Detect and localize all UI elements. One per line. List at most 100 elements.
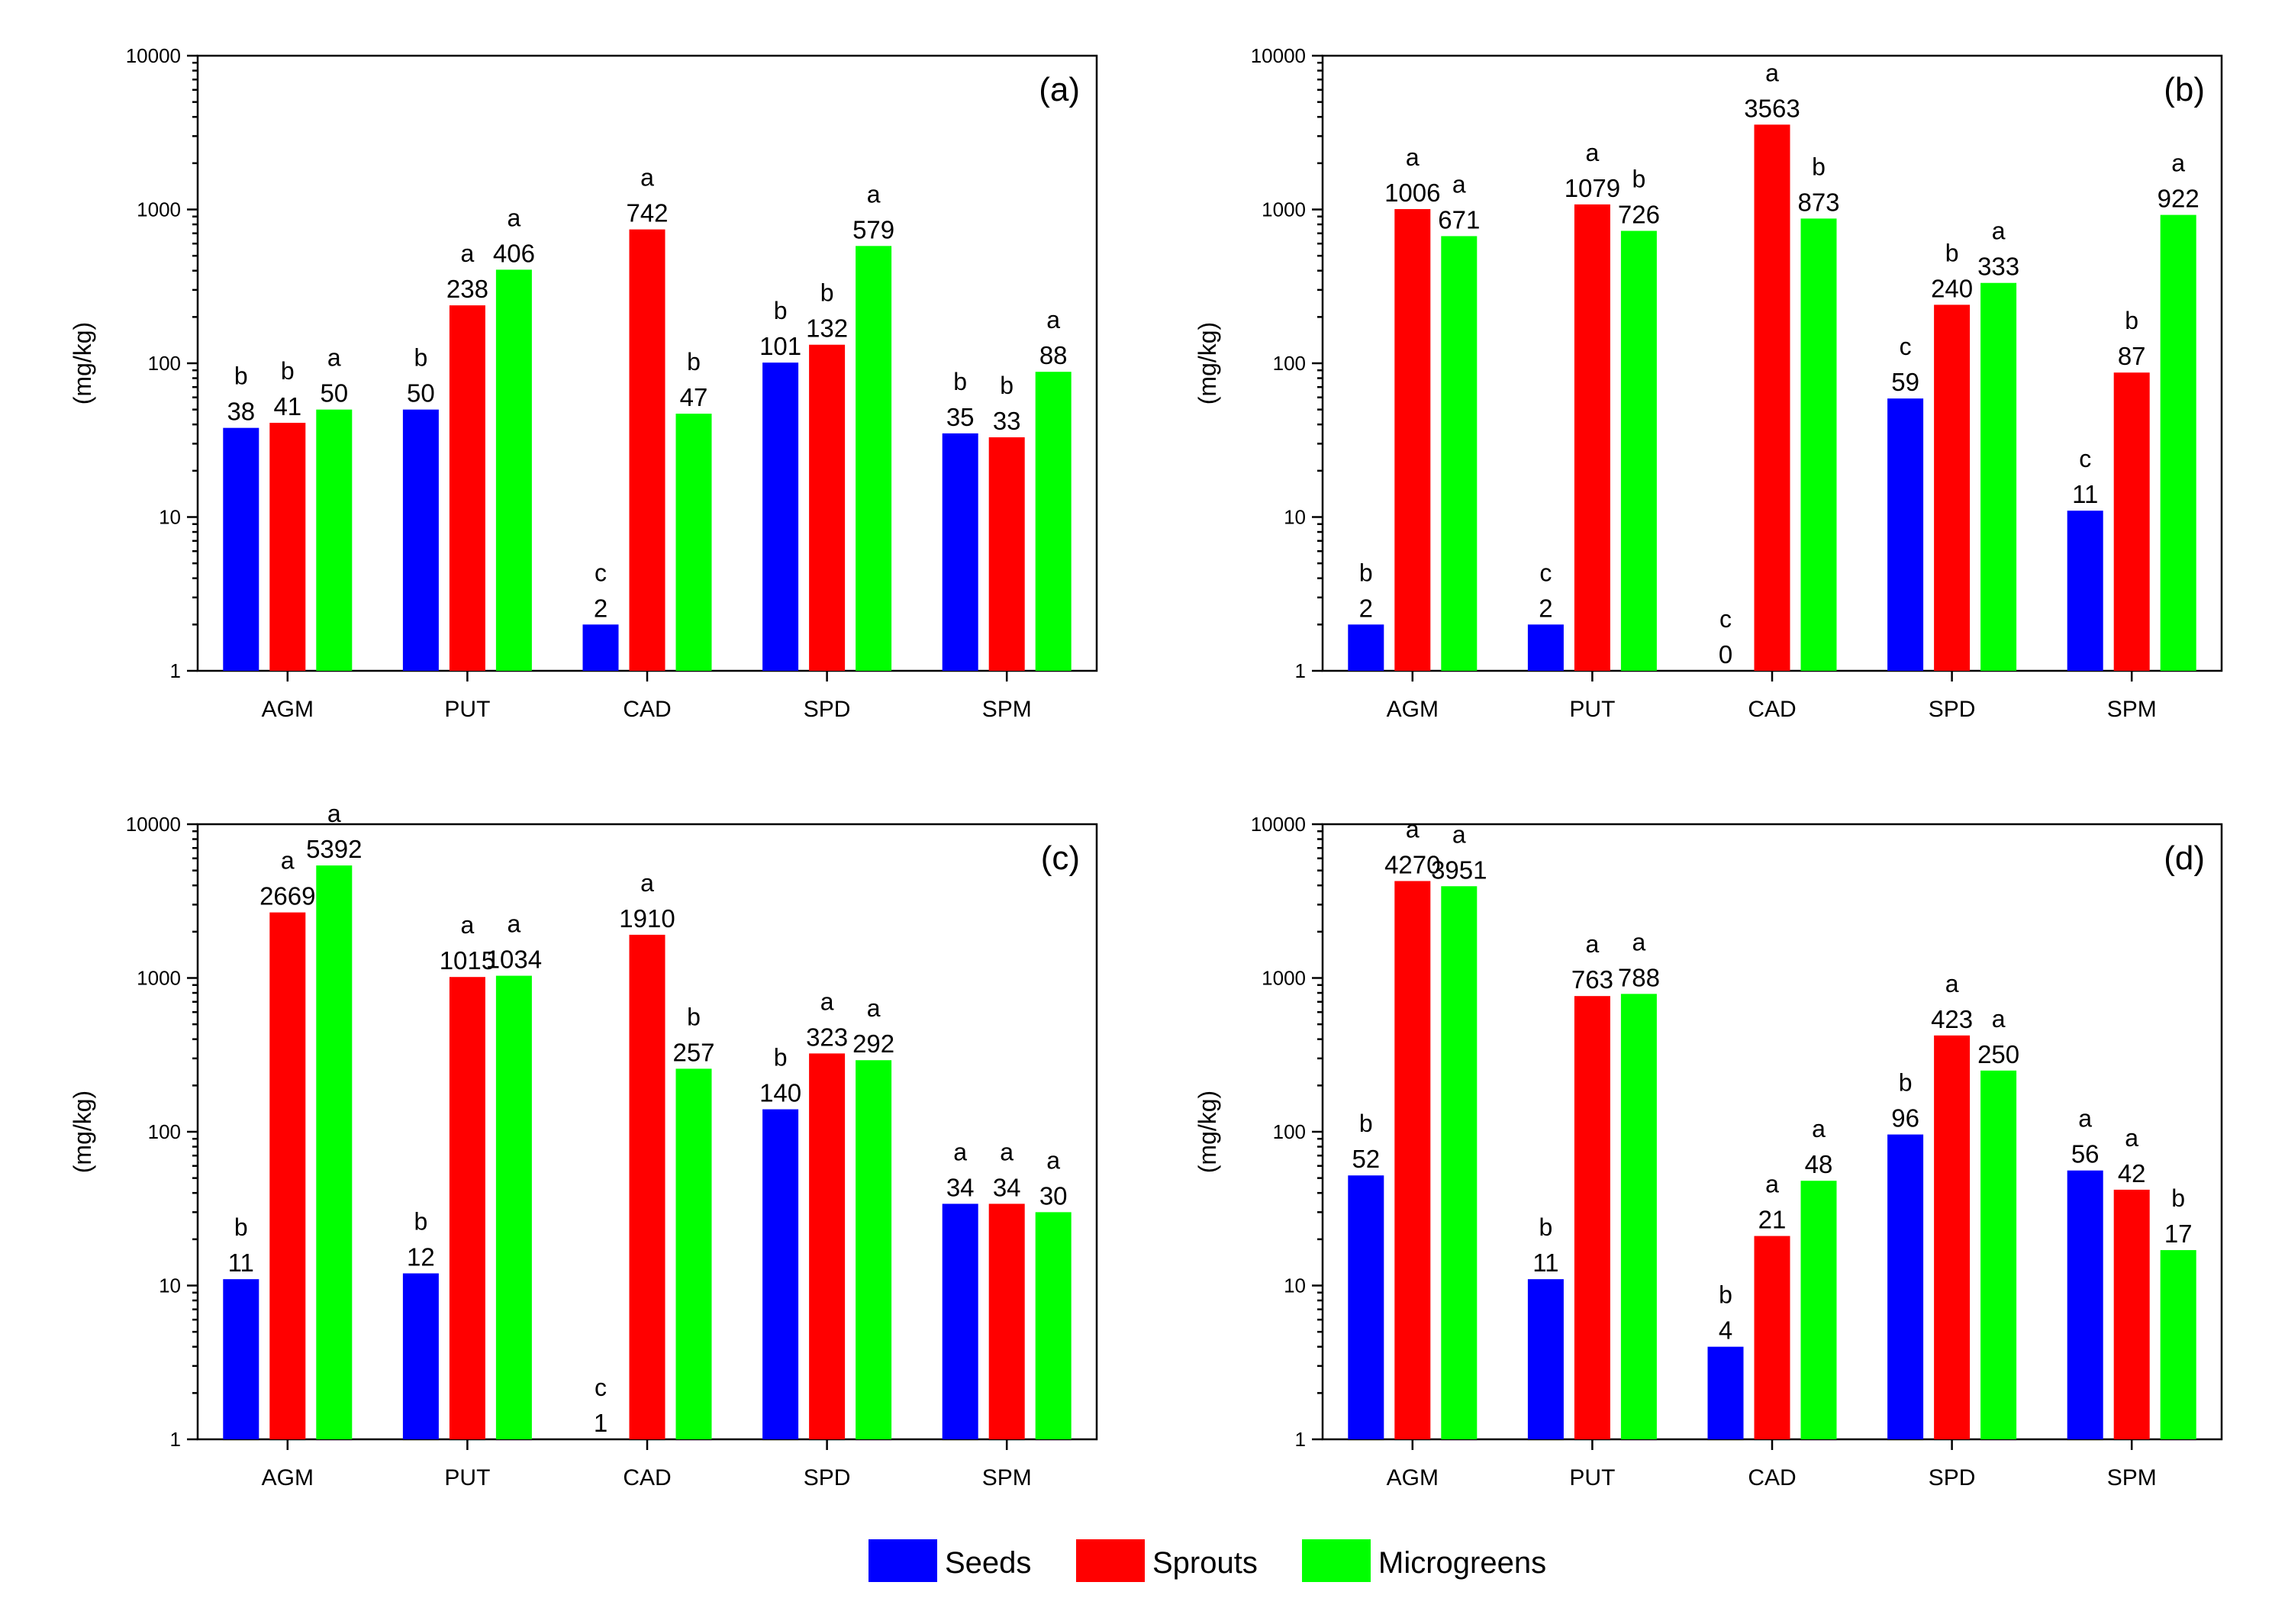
bar-microgreens-spd [856, 1060, 892, 1439]
x-tick-label: SPD [804, 1465, 851, 1490]
x-tick-label: SPM [2107, 697, 2157, 722]
significance-letter: b [414, 344, 428, 372]
x-tick-label: AGM [262, 1465, 314, 1490]
data-label: 52 [1352, 1145, 1380, 1173]
y-tick-label: 1 [1295, 659, 1306, 682]
bar-sprouts-cad [1754, 1236, 1790, 1439]
y-tick-label: 100 [1273, 352, 1306, 375]
data-label: 2 [594, 594, 607, 622]
data-label: 34 [993, 1173, 1021, 1201]
data-label: 50 [320, 379, 348, 408]
y-tick-label: 1000 [137, 198, 181, 221]
bar-microgreens-cad [1800, 218, 1837, 671]
data-label: 1910 [619, 904, 675, 933]
data-label: 56 [2071, 1140, 2100, 1168]
y-tick-label: 10000 [126, 813, 181, 836]
data-label: 238 [446, 275, 488, 303]
significance-letter: a [640, 164, 654, 192]
significance-letter: a [508, 204, 521, 231]
legend-swatch-microgreens [1302, 1539, 1371, 1582]
significance-letter: b [234, 362, 248, 390]
chart-panel-4: 1 10 100 1000 10000 (mg/kg) (d) AGM 52 b 4270 a 3951… [1194, 813, 2223, 1490]
y-tick-label: 10 [159, 1274, 181, 1297]
x-tick-label: PUT [444, 697, 490, 722]
significance-letter: a [1406, 815, 1420, 843]
bar-sprouts-cad [1754, 124, 1790, 672]
data-label: 47 [680, 383, 708, 411]
significance-letter: a [1586, 930, 1600, 958]
significance-letter: a [327, 344, 341, 372]
data-label: 333 [1977, 253, 2019, 281]
data-label: 1079 [1565, 174, 1620, 202]
bar-microgreens-put [495, 269, 532, 671]
bar-seeds-cad [582, 624, 619, 671]
significance-letter: b [820, 279, 834, 307]
significance-letter: c [595, 1374, 607, 1401]
bar-microgreens-cad [675, 1068, 712, 1439]
data-label: 41 [273, 392, 301, 420]
x-tick-label: PUT [444, 1465, 490, 1490]
data-label: 742 [626, 199, 668, 227]
significance-letter: a [327, 800, 341, 827]
x-tick-label: AGM [262, 697, 314, 722]
legend: Seeds Sprouts Microgreens [869, 1539, 1546, 1582]
significance-letter: a [461, 911, 475, 939]
significance-letter: a [1046, 306, 1060, 334]
data-label: 671 [1438, 205, 1480, 234]
significance-letter: a [1992, 218, 2006, 245]
x-tick-label: PUT [1569, 697, 1615, 722]
bar-microgreens-spd [1980, 282, 2017, 671]
bar-sprouts-cad [629, 934, 665, 1439]
x-tick-label: AGM [1387, 1465, 1439, 1490]
data-label: 11 [1532, 1249, 1558, 1277]
data-label: 12 [407, 1243, 435, 1271]
bar-sprouts-agm [1394, 208, 1431, 671]
significance-letter: c [1719, 605, 1732, 633]
data-label: 30 [1039, 1181, 1068, 1210]
panel-tag: (c) [1041, 839, 1080, 877]
significance-letter: a [1452, 820, 1466, 848]
data-label: 33 [993, 407, 1021, 435]
bar-microgreens-put [495, 975, 532, 1439]
significance-letter: a [1000, 1138, 1014, 1165]
significance-letter: a [2078, 1105, 2092, 1133]
bar-seeds-put [1527, 624, 1564, 671]
bar-sprouts-spm [988, 437, 1025, 671]
data-label: 11 [228, 1249, 254, 1277]
data-label: 5392 [306, 835, 362, 863]
chart-panel-3: 1 10 100 1000 10000 (mg/kg) (c) AGM 11 b 2669 a 5392… [69, 800, 1098, 1490]
significance-letter: c [595, 559, 607, 586]
data-label: 1 [594, 1409, 607, 1437]
data-label: 1015 [440, 946, 495, 975]
bar-sprouts-spm [2113, 1189, 2150, 1439]
y-tick-label: 1000 [137, 967, 181, 990]
significance-letter: a [1945, 970, 1959, 997]
x-tick-label: AGM [1387, 697, 1439, 722]
data-label: 42 [2118, 1159, 2146, 1187]
bar-microgreens-spm [1035, 372, 1072, 671]
y-tick-label: 10000 [1251, 813, 1306, 836]
data-label: 38 [227, 398, 255, 426]
x-tick-label: SPD [804, 697, 851, 722]
significance-letter: b [953, 368, 967, 395]
significance-letter: b [1945, 239, 1959, 266]
significance-letter: a [1632, 928, 1646, 955]
bar-seeds-agm [1348, 1175, 1384, 1439]
data-label: 34 [946, 1173, 975, 1201]
legend-label-seeds: Seeds [945, 1546, 1031, 1580]
bar-seeds-spd [762, 1109, 799, 1439]
bar-seeds-put [1527, 1279, 1564, 1439]
bar-sprouts-put [449, 305, 485, 671]
significance-letter: b [2125, 307, 2138, 334]
significance-letter: b [1000, 372, 1014, 399]
significance-letter: a [1046, 1146, 1060, 1174]
y-tick-label: 10000 [1251, 44, 1306, 67]
significance-letter: b [1539, 1213, 1553, 1241]
significance-letter: a [508, 910, 521, 938]
data-label: 873 [1797, 188, 1839, 216]
data-label: 50 [407, 379, 435, 408]
y-tick-label: 1 [170, 1428, 181, 1451]
significance-letter: a [953, 1138, 967, 1165]
bar-microgreens-spm [2160, 1250, 2196, 1439]
bar-seeds-put [402, 409, 439, 671]
